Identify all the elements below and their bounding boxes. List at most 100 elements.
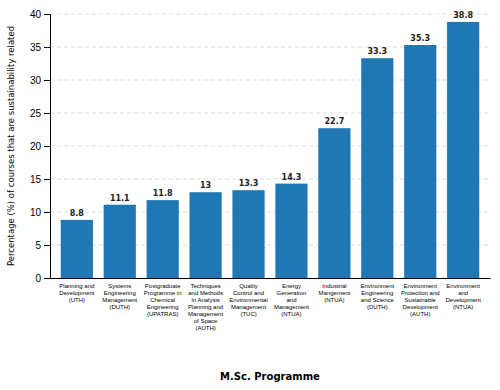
axis-line [44, 15, 51, 279]
tick-label-line: and [458, 290, 468, 296]
x-tick: Planning andDevelopment(UTH) [59, 278, 95, 303]
data-label: 11.1 [110, 194, 130, 203]
tick-label-line: Chemical [150, 297, 175, 303]
tick-label-line: Systems [108, 283, 131, 289]
tick-label-line: Protection and [401, 290, 440, 296]
tick-mark [44, 113, 50, 114]
bar [190, 192, 222, 278]
bar [61, 220, 93, 278]
tick-label-line: in Analysis [191, 297, 219, 303]
tick-label-line: Techniques [190, 283, 220, 289]
tick-label-line: Management [188, 311, 223, 317]
x-tick: SystemsEngineeringManagement(DUTH) [102, 278, 137, 310]
x-tick: EnvironmentEngineeringand Science(DUTH) [360, 278, 394, 310]
tick-label: 35 [30, 42, 42, 53]
tick-label-line: Development [403, 304, 439, 310]
tick-label: SystemsEngineeringManagement(DUTH) [102, 283, 137, 310]
tick-mark [44, 245, 50, 246]
tick-label: EnvironmentEngineeringand Science(DUTH) [360, 283, 394, 310]
tick-label: EnvironmentandDevelopment(NTUA) [445, 283, 481, 310]
tick-label-line: Development [59, 290, 95, 296]
tick-label-line: (UTH) [69, 297, 85, 303]
data-label: 11.8 [153, 189, 173, 198]
data-label: 38.8 [453, 11, 473, 20]
tick-label-line: Planning and [59, 283, 94, 289]
x-tick: Techniquesand Methodsin AnalysisPlanning… [188, 278, 223, 331]
x-tick: IndustrialMangement(NTUA) [319, 278, 351, 303]
tick-label: 30 [30, 75, 42, 86]
grid-line [50, 14, 490, 15]
data-label: 33.3 [367, 47, 387, 56]
tick-label-line: (NTUA) [281, 311, 301, 317]
tick-label-line: and Methods [188, 290, 223, 296]
chart: 8.811.111.81313.314.322.733.335.338.8051… [0, 0, 500, 390]
bar [275, 184, 307, 278]
tick-label-line: (DUTH) [109, 304, 130, 310]
tick-label: 0 [35, 273, 41, 284]
bar [404, 45, 436, 278]
bar [447, 22, 479, 278]
tick-label: 25 [30, 108, 42, 119]
tick-mark [44, 146, 50, 147]
tick-label-line: of Space [194, 318, 218, 324]
tick-label: 10 [30, 207, 42, 218]
tick-mark [44, 80, 50, 81]
tick-label-line: Management [102, 297, 137, 303]
tick-label-line: Generation [277, 290, 307, 296]
tick-mark [44, 47, 50, 48]
tick-label: 20 [30, 141, 42, 152]
tick-label-line: Management [274, 304, 309, 310]
tick-label-line: (TUC) [240, 311, 256, 317]
y-axis: 0510152025303540 [30, 9, 51, 284]
bars [61, 22, 480, 278]
tick-label-line: (UPATRAS) [147, 311, 178, 317]
y-tick: 0 [35, 273, 50, 284]
bar [361, 58, 393, 278]
bar [147, 200, 179, 278]
y-tick: 40 [30, 9, 50, 20]
x-tick: EnergyGenerationandManagement(NTUA) [274, 278, 309, 317]
data-label: 14.3 [282, 173, 302, 182]
tick-label-line: (DUTH) [367, 304, 388, 310]
tick-label-line: (NTUA) [453, 304, 473, 310]
y-tick: 10 [30, 207, 50, 218]
x-tick: EnvironmentProtection andSustainableDeve… [401, 278, 440, 317]
tick-label-line: Control and [233, 290, 264, 296]
tick-label-line: and [286, 297, 296, 303]
grid [50, 14, 490, 278]
data-label: 35.3 [410, 34, 430, 43]
tick-label-line: Mangement [319, 290, 351, 296]
tick-label-line: Energy [282, 283, 301, 289]
bar [318, 128, 350, 278]
data-label: 13.3 [239, 179, 259, 188]
tick-label-line: Engineering [361, 290, 393, 296]
y-tick: 20 [30, 141, 50, 152]
plot: 8.811.111.81313.314.322.733.335.338.8051… [30, 9, 491, 331]
tick-mark [44, 14, 50, 15]
tick-label: Techniquesand Methodsin AnalysisPlanning… [188, 283, 223, 330]
tick-label-line: (NTUA) [324, 297, 344, 303]
tick-label-line: Environmental [229, 297, 267, 303]
tick-label-line: Quality [239, 283, 258, 289]
x-tick: PostgraduateProgramme inChemicalEngineer… [144, 278, 182, 317]
y-tick: 25 [30, 108, 50, 119]
tick-label-line: and Science [361, 297, 395, 303]
tick-label-line: Planning and [188, 304, 223, 310]
tick-label-line: Sustainable [405, 297, 437, 303]
tick-label: QualityControl andEnvironmentalManagemen… [229, 283, 267, 317]
x-tick: QualityControl andEnvironmentalManagemen… [229, 278, 267, 317]
tick-label: IndustrialMangement(NTUA) [319, 283, 351, 303]
tick-label-line: Engineering [147, 304, 179, 310]
tick-mark [44, 179, 50, 180]
axis-line [51, 278, 491, 279]
tick-label-line: Environment [360, 283, 394, 289]
y-tick: 5 [35, 240, 50, 251]
tick-label-line: (AUTH) [195, 325, 215, 331]
tick-mark [44, 278, 50, 279]
x-axis: Planning andDevelopment(UTH)SystemsEngin… [51, 278, 491, 331]
tick-label: PostgraduateProgramme inChemicalEngineer… [144, 283, 182, 317]
tick-label-line: Industrial [322, 283, 346, 289]
tick-label: Planning andDevelopment(UTH) [59, 283, 95, 303]
data-labels: 8.811.111.81313.314.322.733.335.338.8 [70, 11, 474, 218]
tick-label-line: (AUTH) [410, 311, 430, 317]
